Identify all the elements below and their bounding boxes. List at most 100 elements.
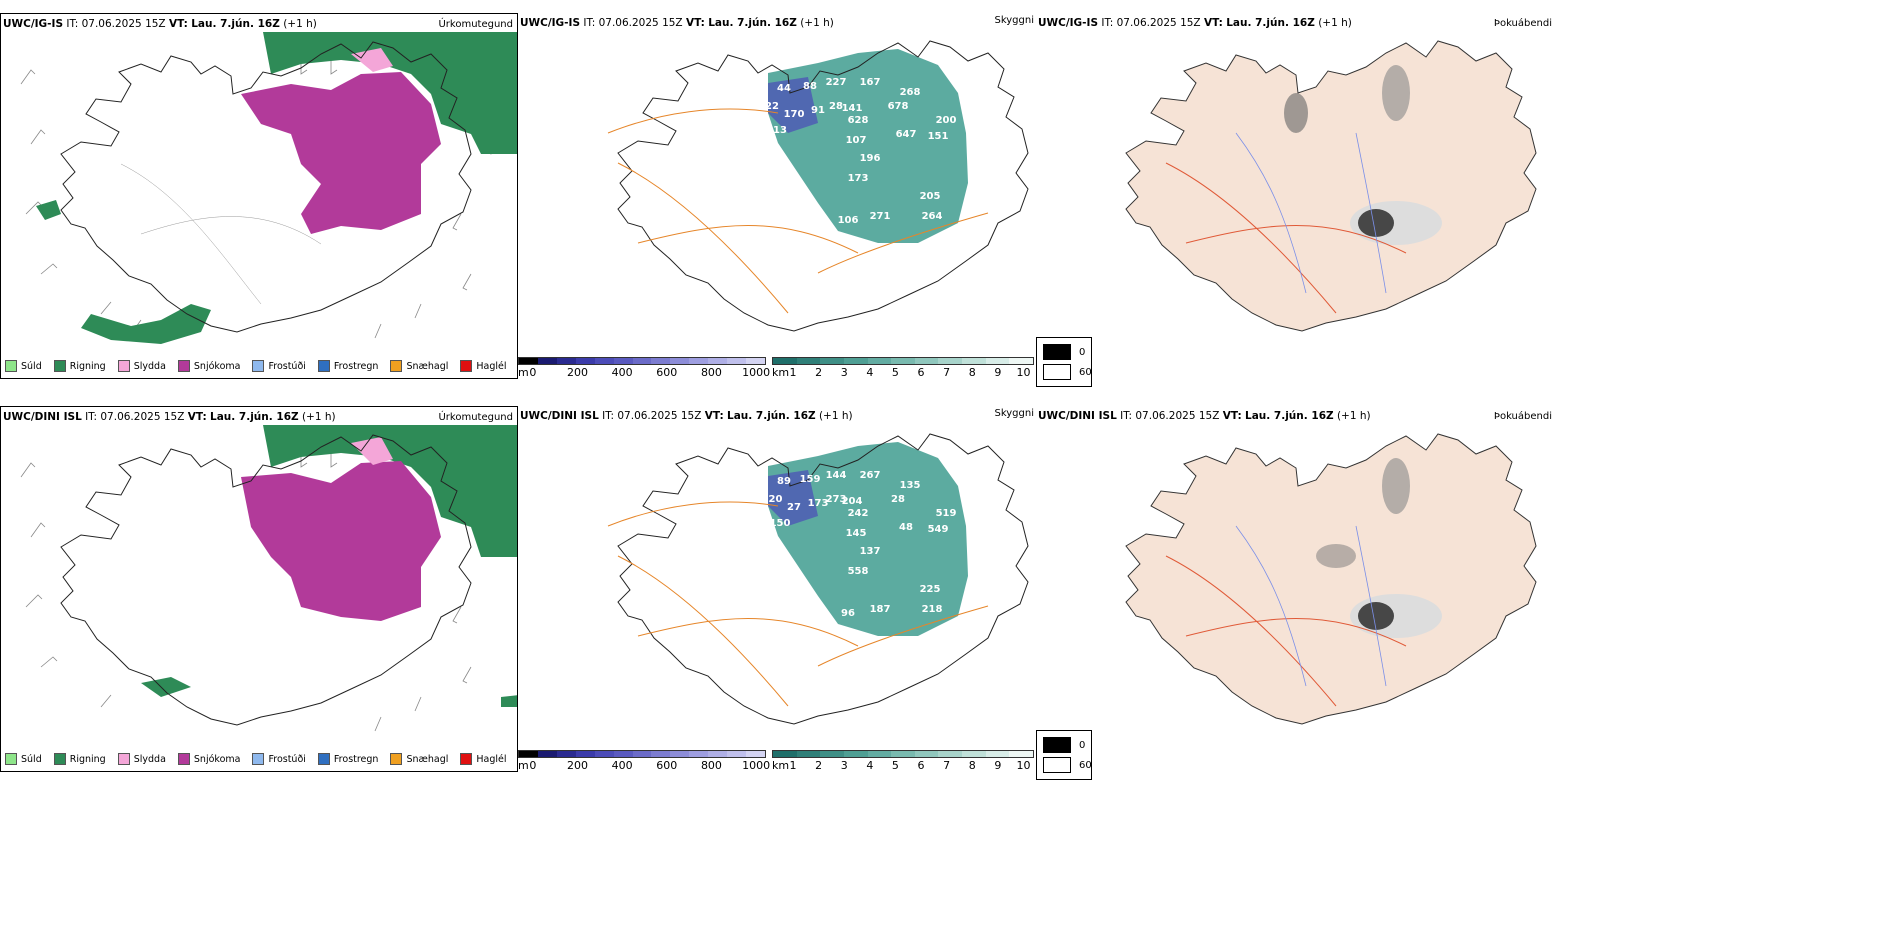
cloud-base-label: 628 bbox=[848, 115, 869, 126]
cloud-base-label: 268 bbox=[900, 87, 921, 98]
legend-item: Rigning bbox=[53, 360, 106, 372]
colorbar-cell bbox=[537, 751, 557, 757]
cloud-base-label: 151 bbox=[928, 131, 949, 142]
colorbar-cell bbox=[632, 751, 652, 757]
cloud-base-label: 170 bbox=[784, 109, 805, 120]
cloud-base-label: 187 bbox=[870, 604, 891, 615]
panel-header: UWC/IG-IS IT: 07.06.2025 15Z VT: Lau. 7.… bbox=[3, 18, 317, 30]
legend-item: Súld bbox=[5, 753, 42, 765]
legend-item: Snjókoma bbox=[177, 753, 240, 765]
colorbar-cell bbox=[708, 751, 728, 757]
colorbar-tick: 4 bbox=[866, 366, 874, 379]
legend-label: Frostregn bbox=[333, 360, 379, 372]
cloud-base-label: 678 bbox=[888, 101, 909, 112]
rain-area bbox=[263, 425, 517, 557]
colorbar-tick: 5 bbox=[891, 366, 899, 379]
colorbar-tick: 200 bbox=[567, 759, 589, 772]
colorbar-tick: 8 bbox=[968, 759, 976, 772]
legend-label: Rigning bbox=[69, 753, 106, 765]
cloud-base-label: 173 bbox=[848, 173, 869, 184]
low-cloud-area bbox=[768, 77, 818, 133]
cloud-base-label: 44 bbox=[777, 83, 791, 94]
legend-label: Frostregn bbox=[333, 753, 379, 765]
colorbar-cell bbox=[632, 358, 652, 364]
cloud-base-label: 264 bbox=[922, 211, 943, 222]
cloud-base-label: 28 bbox=[829, 101, 843, 112]
visibility-panel-row2: UWC/DINI ISL IT: 07.06.2025 15Z VT: Lau.… bbox=[518, 406, 1036, 772]
colorbar-tick: 0 bbox=[529, 759, 537, 772]
legend-swatch bbox=[390, 753, 403, 765]
cloud-base-label: 141 bbox=[842, 103, 863, 114]
legend-swatch bbox=[53, 753, 66, 765]
fog-panel-row2: UWC/DINI ISL IT: 07.06.2025 15Z VT: Lau.… bbox=[1036, 406, 1554, 772]
low-visibility-area bbox=[768, 49, 968, 243]
low-cloud-area bbox=[768, 470, 818, 526]
panel-header: UWC/DINI ISL IT: 07.06.2025 15Z VT: Lau.… bbox=[520, 410, 853, 422]
cloud-base-label: 205 bbox=[920, 191, 941, 202]
cloud-base-label: 106 bbox=[838, 215, 859, 226]
precip-type-panel-row1: UWC/IG-IS IT: 07.06.2025 15Z VT: Lau. 7.… bbox=[0, 13, 518, 379]
panel-header: UWC/DINI ISL IT: 07.06.2025 15Z VT: Lau.… bbox=[1038, 410, 1371, 422]
colorbar-tick: 2 bbox=[815, 759, 823, 772]
precip-map bbox=[20, 32, 517, 344]
legend-swatch bbox=[390, 360, 403, 372]
colorbar-cell bbox=[1009, 358, 1034, 364]
colorbar-cell bbox=[796, 358, 821, 364]
legend-swatch bbox=[317, 360, 330, 372]
colorbar-tick: 4 bbox=[866, 759, 874, 772]
colorbar-cell bbox=[689, 358, 709, 364]
cloud-base-label: 144 bbox=[826, 470, 847, 481]
colorbar-cell bbox=[820, 358, 844, 364]
panel-title: Skyggni bbox=[994, 408, 1034, 419]
cloud-base-label: 225 bbox=[920, 584, 941, 595]
cloud-base-label: 28 bbox=[891, 494, 905, 505]
low-visibility-area bbox=[768, 442, 968, 636]
colorbar-cell bbox=[727, 751, 747, 757]
legend-label: Snæhagl bbox=[406, 360, 449, 372]
colorbar-tick: 9 bbox=[994, 366, 1002, 379]
colorbar-cell bbox=[613, 358, 633, 364]
cloud-base-label: 200 bbox=[936, 115, 957, 126]
colorbar-cell bbox=[613, 751, 633, 757]
precip-map bbox=[20, 425, 517, 732]
colorbar-cell bbox=[670, 751, 690, 757]
legend-label: Haglél bbox=[476, 753, 507, 765]
colorbar-tick: 600 bbox=[656, 759, 678, 772]
colorbar-tick: 400 bbox=[611, 366, 633, 379]
colorbar-cell bbox=[575, 358, 595, 364]
legend-item: Rigning bbox=[53, 753, 106, 765]
colorbar-cell bbox=[556, 358, 576, 364]
colorbar-cell bbox=[519, 751, 538, 757]
colorbar-cell bbox=[914, 358, 939, 364]
cloud-base-label: 96 bbox=[841, 608, 855, 619]
snow-area bbox=[241, 461, 441, 621]
colorbar-cell bbox=[867, 358, 892, 364]
colorbar-tick: 10 bbox=[1016, 759, 1031, 772]
cloud-base-label: 13 bbox=[773, 125, 787, 136]
colorbar-cell bbox=[746, 358, 765, 364]
legend-item: Frostregn bbox=[317, 753, 379, 765]
colorbar-cell bbox=[962, 751, 986, 757]
colorbar-tick: 200 bbox=[567, 366, 589, 379]
fog-key: 0 60 bbox=[1036, 337, 1092, 387]
roads bbox=[120, 163, 322, 305]
colorbar-cell bbox=[727, 358, 747, 364]
cloud-base-label: 173 bbox=[808, 498, 829, 509]
colorbar-cell bbox=[575, 751, 595, 757]
colorbar-cell bbox=[891, 358, 915, 364]
panel-header: UWC/IG-IS IT: 07.06.2025 15Z VT: Lau. 7.… bbox=[1038, 17, 1352, 29]
cloud-base-label: 89 bbox=[777, 476, 791, 487]
legend-label: Snjókoma bbox=[193, 360, 241, 372]
legend-item: Súld bbox=[5, 360, 42, 372]
legend-label: Frostúði bbox=[268, 360, 306, 372]
legend-swatch bbox=[460, 360, 473, 372]
panel-title: Skyggni bbox=[994, 15, 1034, 26]
legend-item: Frostúði bbox=[252, 753, 306, 765]
legend-label: Snæhagl bbox=[406, 753, 449, 765]
colorbar-cell bbox=[651, 358, 671, 364]
cloud-base-colorbar: 0 200 400 600 800 1000 m bbox=[518, 750, 770, 772]
rain-area-south bbox=[81, 304, 211, 344]
legend-item: Haglél bbox=[460, 753, 507, 765]
colorbar-cell bbox=[843, 358, 868, 364]
